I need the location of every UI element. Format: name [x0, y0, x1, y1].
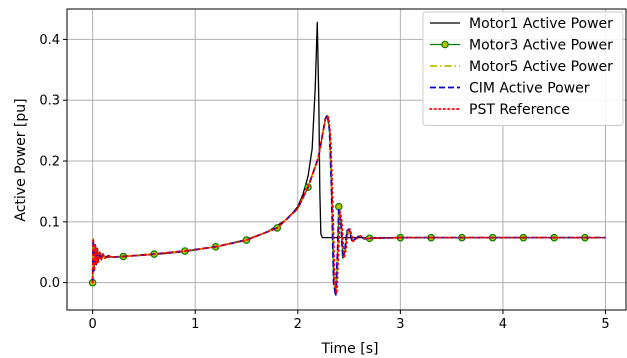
x-tick-label: 2: [294, 317, 302, 332]
series-line-4: [91, 116, 607, 295]
series-line-2: [91, 114, 606, 296]
legend-label: CIM Active Power: [469, 81, 590, 97]
axis-ticks: 0 1 2 3 4 5 0.0 0.1 0.2 0.3 0.4: [39, 33, 609, 332]
x-tick-label: 1: [191, 317, 199, 332]
x-tick-label: 4: [499, 317, 507, 332]
y-tick-label: 0.0: [39, 276, 60, 291]
y-tick-label: 0.2: [39, 155, 60, 170]
x-tick-label: 5: [601, 317, 609, 332]
x-axis-label: Time [s]: [321, 341, 379, 357]
x-tick-label: 3: [396, 317, 404, 332]
x-tick-label: 0: [89, 317, 97, 332]
y-axis-label: Active Power [pu]: [13, 98, 29, 221]
legend-box: [422, 11, 624, 126]
legend-label: Motor3 Active Power: [469, 38, 613, 54]
y-tick-label: 0.3: [39, 94, 60, 109]
plot-frame: [66, 8, 627, 311]
legend-label: Motor5 Active Power: [469, 59, 613, 75]
legend-marker: [441, 40, 449, 49]
legend-label: Motor1 Active Power: [469, 16, 613, 32]
legend-label: PST Reference: [469, 102, 570, 118]
plot-area: [88, 21, 607, 297]
y-tick-label: 0.4: [39, 33, 60, 48]
legend: Motor1 Active Power Motor3 Active Power Mo…: [422, 11, 624, 126]
y-tick-label: 0.1: [39, 215, 60, 230]
